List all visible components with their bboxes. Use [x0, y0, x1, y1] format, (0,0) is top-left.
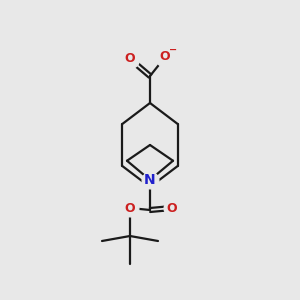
Text: O: O — [160, 50, 170, 62]
Text: O: O — [167, 202, 177, 214]
Text: O: O — [125, 202, 135, 214]
Text: N: N — [144, 173, 156, 187]
Text: −: − — [169, 45, 177, 55]
Text: O: O — [125, 52, 135, 65]
